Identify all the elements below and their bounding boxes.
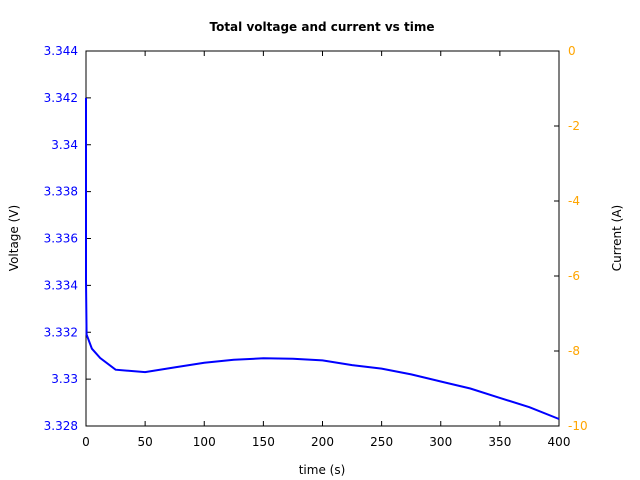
y-axis-label: Voltage (V) <box>7 205 21 271</box>
y-tick-label: 3.344 <box>44 44 78 58</box>
y2-tick-label: 0 <box>568 44 576 58</box>
y-tick-label: 3.332 <box>44 325 78 339</box>
x-tick-label: 400 <box>548 435 571 449</box>
x-axis-label: time (s) <box>299 463 346 477</box>
y-tick-label: 3.336 <box>44 232 78 246</box>
y-tick-label: 3.342 <box>44 91 78 105</box>
x-tick-label: 50 <box>137 435 152 449</box>
chart-title: Total voltage and current vs time <box>209 20 434 34</box>
x-tick-label: 350 <box>488 435 511 449</box>
y2-tick-label: -6 <box>568 269 580 283</box>
y2-tick-label: -4 <box>568 194 580 208</box>
y-tick-label: 3.34 <box>51 138 78 152</box>
voltage-series-line <box>85 97 560 420</box>
y2-tick-label: -2 <box>568 119 580 133</box>
y2-tick-label: -10 <box>568 419 588 433</box>
y-axis-current: -10 -8 -6 -4 -2 0 <box>554 44 588 433</box>
y-tick-label: 3.33 <box>51 372 78 386</box>
x-tick-label: 300 <box>429 435 452 449</box>
y-tick-label: 3.338 <box>44 185 78 199</box>
y2-tick-label: -8 <box>568 344 580 358</box>
y-tick-label: 3.334 <box>44 278 78 292</box>
x-tick-label: 100 <box>193 435 216 449</box>
x-axis: 0 50 100 150 200 250 300 350 400 <box>82 51 570 449</box>
y-axis-voltage: 3.328 3.33 3.332 3.334 3.336 3.338 3.34 3.342 3.… <box>44 44 91 433</box>
y2-axis-label: Current (A) <box>610 205 624 271</box>
x-tick-label: 200 <box>311 435 334 449</box>
x-tick-label: 0 <box>82 435 90 449</box>
y-tick-label: 3.328 <box>44 419 78 433</box>
x-tick-label: 150 <box>252 435 275 449</box>
x-tick-label: 250 <box>370 435 393 449</box>
